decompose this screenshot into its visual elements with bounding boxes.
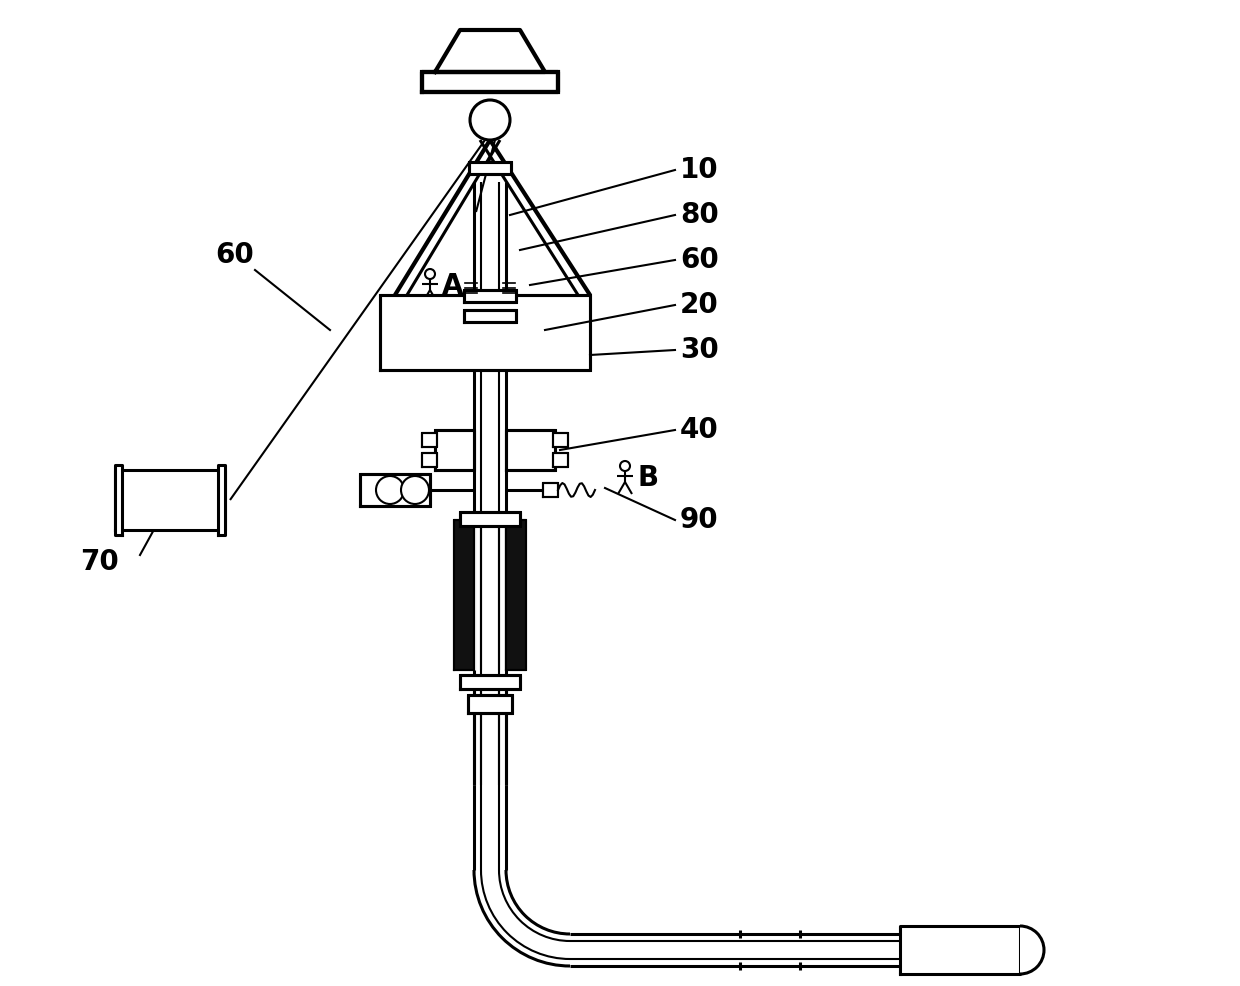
Text: 90: 90 [680, 506, 719, 534]
Bar [379, 295, 590, 370]
Bar [543, 483, 558, 497]
Bar [553, 453, 568, 467]
Text: 10: 10 [680, 156, 719, 184]
Bar [467, 695, 512, 713]
Bar [506, 520, 526, 670]
Bar [464, 310, 516, 322]
Text: B: B [637, 464, 658, 492]
Text: 40: 40 [680, 416, 719, 444]
Bar [469, 162, 511, 174]
Bar [506, 430, 556, 470]
Bar [422, 453, 436, 467]
Polygon shape [115, 470, 224, 530]
Text: A: A [441, 272, 464, 300]
Wedge shape [1021, 926, 1044, 974]
Circle shape [376, 476, 404, 504]
Polygon shape [900, 926, 1021, 974]
Text: 30: 30 [680, 336, 719, 364]
Bar [464, 290, 516, 302]
Circle shape [470, 100, 510, 140]
Text: 20: 20 [680, 291, 719, 319]
Polygon shape [218, 465, 224, 535]
Text: 70: 70 [81, 548, 119, 576]
Polygon shape [435, 30, 546, 72]
Bar [460, 512, 520, 526]
Polygon shape [115, 465, 122, 535]
Bar [422, 72, 558, 92]
Text: 60: 60 [680, 246, 719, 274]
Text: 80: 80 [680, 201, 719, 229]
Bar [360, 474, 430, 506]
Circle shape [401, 476, 429, 504]
Bar [460, 675, 520, 689]
Bar [553, 433, 568, 447]
Bar [454, 520, 474, 670]
Text: 60: 60 [215, 241, 254, 269]
Bar [422, 433, 436, 447]
Bar [435, 430, 474, 470]
